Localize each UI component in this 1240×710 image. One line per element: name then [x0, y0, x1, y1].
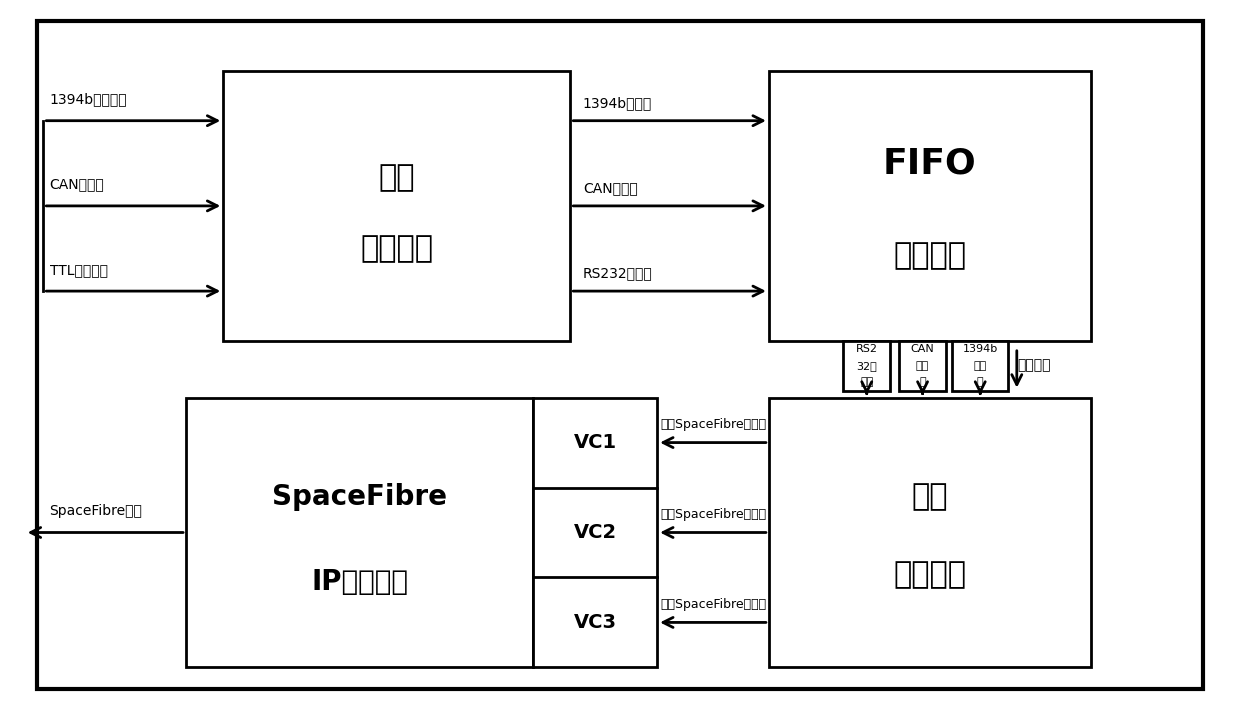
- Text: CAN数据帧: CAN数据帧: [50, 178, 104, 192]
- Text: 1394b: 1394b: [962, 344, 998, 354]
- Text: 据包: 据包: [861, 377, 873, 387]
- Text: 并行传输: 并行传输: [1017, 359, 1050, 373]
- Bar: [843, 341, 890, 391]
- Text: 转换模块: 转换模块: [894, 561, 966, 589]
- Text: CAN: CAN: [910, 344, 935, 354]
- Text: VC2: VC2: [574, 523, 616, 542]
- Text: 数据: 数据: [916, 361, 929, 371]
- Text: SpaceFibre: SpaceFibre: [272, 483, 448, 511]
- Text: 采集模块: 采集模块: [361, 234, 433, 263]
- Bar: [769, 71, 1091, 341]
- Text: VC1: VC1: [574, 433, 616, 452]
- Text: 包: 包: [919, 377, 926, 387]
- Text: 32数: 32数: [857, 361, 877, 371]
- Text: RS232数据包: RS232数据包: [583, 266, 652, 280]
- Text: RS2: RS2: [856, 344, 878, 354]
- Bar: [769, 398, 1091, 667]
- Text: SpaceFibre数据: SpaceFibre数据: [50, 504, 143, 518]
- Text: 第一SpaceFibre数据包: 第一SpaceFibre数据包: [660, 418, 766, 431]
- Text: VC3: VC3: [574, 613, 616, 632]
- Text: TTL电平信号: TTL电平信号: [50, 263, 108, 277]
- Text: 第三SpaceFibre数据包: 第三SpaceFibre数据包: [660, 599, 766, 611]
- Text: 数据: 数据: [378, 163, 415, 192]
- Bar: [952, 341, 1008, 391]
- Text: CAN数据包: CAN数据包: [583, 181, 637, 195]
- Text: IP节点模块: IP节点模块: [311, 568, 408, 596]
- Text: 第二SpaceFibre数据包: 第二SpaceFibre数据包: [660, 508, 766, 521]
- Text: FIFO: FIFO: [883, 146, 977, 180]
- Text: 包: 包: [977, 377, 983, 387]
- Text: 数据: 数据: [973, 361, 987, 371]
- Text: 协议: 协议: [911, 483, 949, 511]
- Text: 1394b数据包: 1394b数据包: [583, 96, 652, 110]
- Bar: [899, 341, 946, 391]
- Text: 缓存模块: 缓存模块: [894, 241, 966, 270]
- Bar: [223, 71, 570, 341]
- Bar: [533, 398, 657, 667]
- Bar: [186, 398, 533, 667]
- Text: 1394b解码数据: 1394b解码数据: [50, 92, 128, 106]
